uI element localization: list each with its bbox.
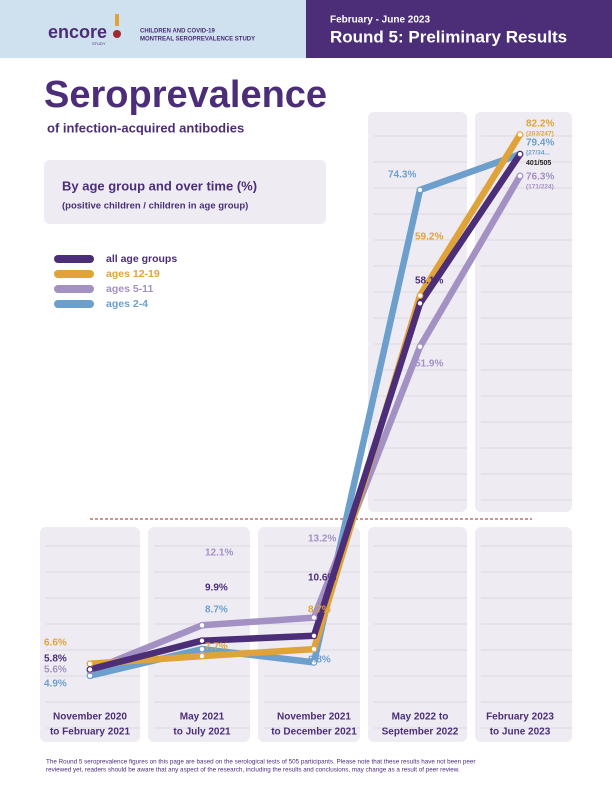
- data-point: [310, 614, 318, 621]
- subtitle: of infection-acquired antibodies: [47, 120, 244, 135]
- value-label: 12.1%: [205, 548, 233, 559]
- data-point: [416, 292, 424, 300]
- value-label: 59.2%: [415, 232, 443, 243]
- data-point: [86, 666, 94, 673]
- column-bg: [475, 527, 572, 742]
- x-category-label: to February 2021: [50, 727, 130, 738]
- value-label: 4.9%: [44, 679, 67, 690]
- logo-drop: [113, 30, 121, 38]
- data-point: [198, 621, 206, 629]
- count-label: (171/224): [526, 184, 554, 191]
- data-point: [416, 186, 424, 194]
- value-label: 51.9%: [415, 359, 443, 370]
- round: Round 5: Preliminary Results: [330, 27, 567, 46]
- study-line: MONTREAL SEROPREVALENCE STUDY: [140, 37, 255, 43]
- value-label: 6.6%: [44, 638, 67, 649]
- value-label: 9.9%: [205, 583, 228, 594]
- data-point: [516, 172, 524, 180]
- period: February - June 2023: [330, 15, 430, 26]
- study-line: CHILDREN AND COVID-19: [140, 29, 215, 35]
- value-label: 6.8%: [308, 655, 331, 666]
- data-point: [310, 645, 318, 653]
- logo-sub: STUDY: [92, 41, 106, 46]
- data-point: [310, 659, 318, 666]
- data-point: [86, 660, 94, 668]
- value-label: 74.3%: [388, 170, 416, 181]
- x-category-label: November 2020: [53, 712, 127, 723]
- legend-label: ages 5-11: [106, 283, 153, 295]
- value-label: 13.2%: [308, 534, 336, 545]
- box-title: By age group and over time (%): [62, 178, 257, 193]
- value-label: 5.6%: [44, 665, 67, 676]
- column-bg: [368, 527, 467, 742]
- x-category-label: to June 2023: [490, 727, 551, 738]
- value-label: 76.3%: [526, 172, 554, 183]
- x-category-label: May 2021: [180, 712, 225, 723]
- x-category-label: September 2022: [382, 727, 459, 738]
- data-point: [310, 632, 318, 640]
- info-box: [44, 160, 326, 224]
- column-bg: [475, 112, 572, 512]
- header-left: [0, 0, 306, 58]
- value-label: 10.6%: [308, 573, 336, 584]
- count-label: (203/247): [526, 131, 554, 138]
- data-point: [416, 343, 424, 351]
- header-right: [306, 0, 612, 58]
- x-category-label: November 2021: [277, 712, 351, 723]
- title: Seroprevalence: [44, 74, 327, 116]
- data-point: [516, 131, 524, 139]
- column-bg: [148, 527, 250, 742]
- column-bg: [40, 527, 140, 742]
- logo: encore: [48, 22, 107, 42]
- x-category-label: February 2023: [486, 712, 554, 723]
- legend-label: all age groups: [106, 253, 177, 265]
- legend-label: ages 12-19: [106, 268, 160, 280]
- count-label: (27/34...: [526, 150, 550, 157]
- value-label: 8.7%: [308, 605, 331, 616]
- x-category-label: to July 2021: [173, 727, 231, 738]
- data-point: [416, 299, 424, 307]
- data-point: [516, 150, 524, 158]
- data-point: [198, 645, 206, 653]
- value-label: 82.2%: [526, 119, 554, 130]
- data-point: [198, 652, 206, 660]
- count-label: 401/505: [526, 160, 551, 167]
- value-label: 79.4%: [526, 138, 554, 149]
- x-category-label: to December 2021: [271, 727, 357, 738]
- value-label: 58.1%: [415, 276, 443, 287]
- value-label: 5.8%: [44, 654, 67, 665]
- data-point: [198, 637, 206, 645]
- footnote: reviewed yet, readers should be aware th…: [46, 767, 460, 774]
- box-subtitle: (positive children / children in age gro…: [62, 201, 248, 212]
- footnote: The Round 5 seroprevalence figures on th…: [46, 759, 476, 766]
- logo-icon: [115, 14, 119, 26]
- value-label: 8.7%: [205, 605, 228, 616]
- value-label: 7.7%: [205, 642, 228, 653]
- x-category-label: May 2022 to: [392, 712, 449, 723]
- legend-label: ages 2-4: [106, 298, 148, 310]
